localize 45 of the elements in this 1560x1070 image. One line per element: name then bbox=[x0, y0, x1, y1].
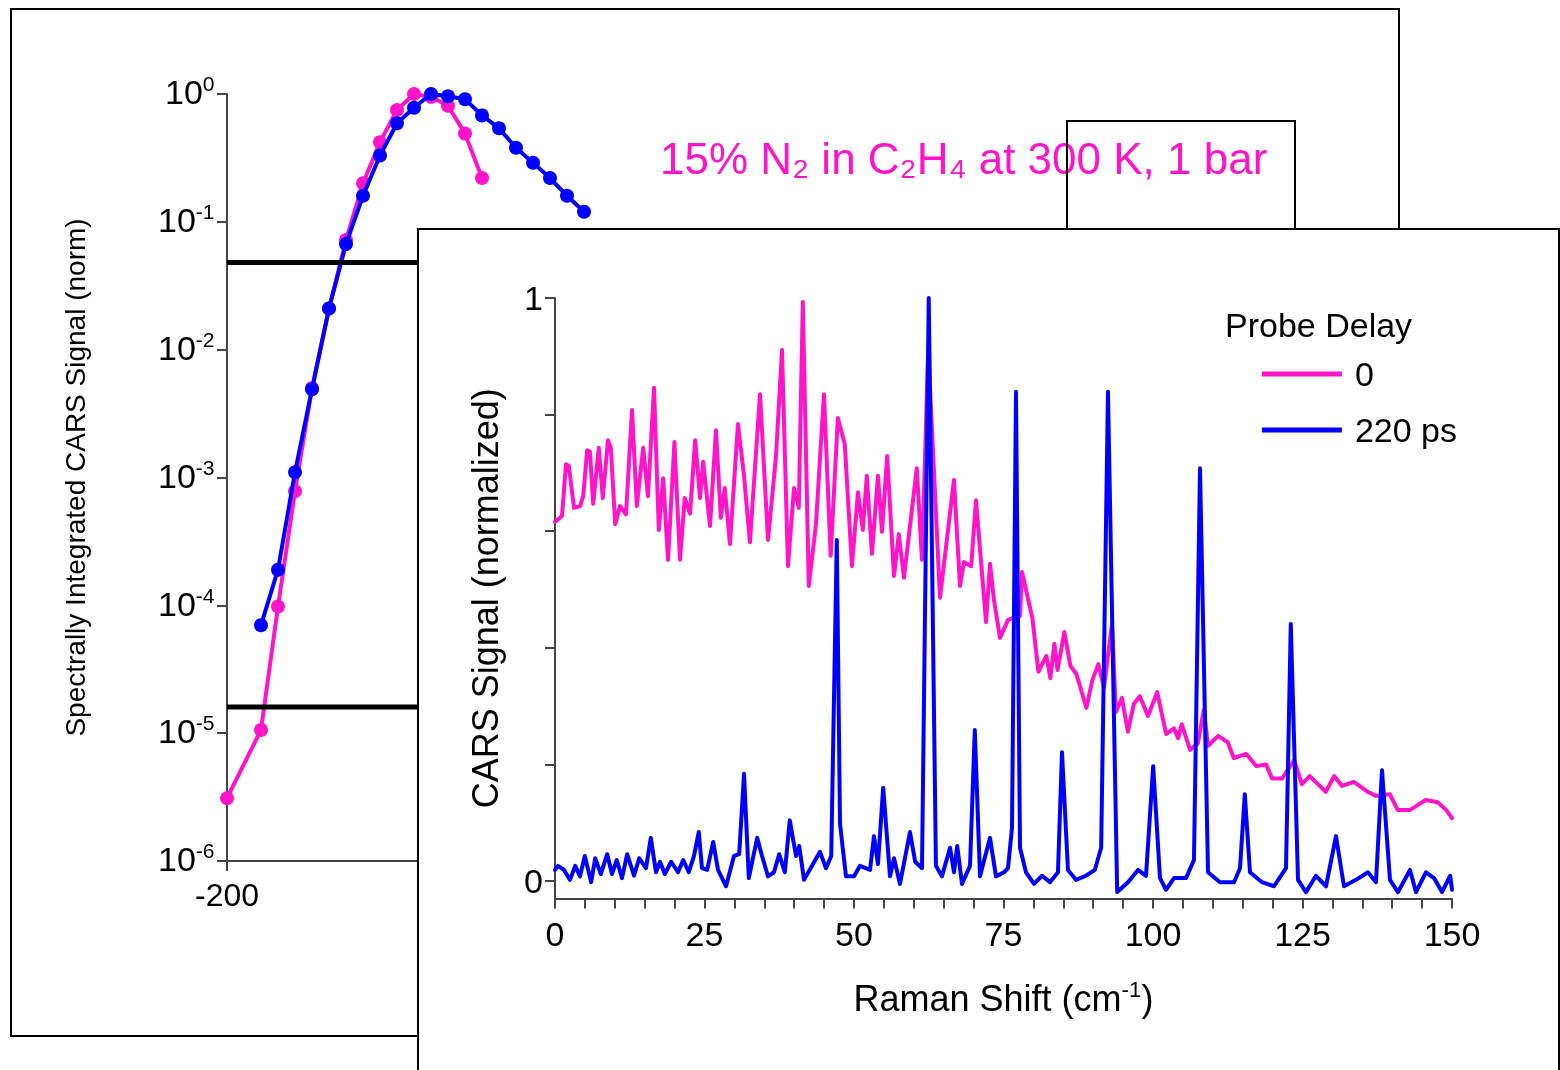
y-tick-label: 10$^{-1}$ bbox=[158, 200, 215, 240]
point bbox=[390, 102, 404, 117]
point bbox=[492, 121, 506, 136]
point bbox=[458, 92, 472, 107]
point bbox=[526, 155, 540, 170]
y-axis-title: Spectrally Integrated CARS Signal (norm) bbox=[59, 218, 91, 737]
point bbox=[475, 108, 489, 123]
point bbox=[560, 188, 574, 203]
x-tick-label: 125 bbox=[1274, 914, 1331, 953]
point bbox=[390, 116, 404, 131]
point bbox=[220, 791, 234, 806]
point bbox=[577, 204, 591, 219]
point bbox=[441, 89, 455, 104]
x-tick-label: -200 bbox=[194, 877, 260, 913]
point bbox=[458, 126, 472, 141]
x-tick-label: 25 bbox=[685, 914, 724, 953]
y-tick-label: 1 bbox=[524, 279, 543, 317]
y-tick-label: 10$^{-5}$ bbox=[158, 711, 215, 751]
x-axis-title: Raman Shift (cm$^{-1}$) bbox=[853, 976, 1154, 1019]
point bbox=[373, 148, 387, 163]
x-tick-label: 100 bbox=[1124, 914, 1182, 953]
x-tick-label: 75 bbox=[984, 914, 1023, 953]
point bbox=[254, 722, 268, 737]
y-tick-label: 10$^{-6}$ bbox=[158, 839, 215, 879]
point bbox=[407, 100, 421, 115]
x-tick-label: 50 bbox=[835, 914, 873, 953]
legend-title: Probe Delay bbox=[1225, 306, 1413, 344]
point bbox=[271, 599, 285, 614]
point bbox=[254, 618, 268, 633]
y-tick-label: 10$^{-4}$ bbox=[158, 583, 215, 623]
y-tick-label: 10$^{0}$ bbox=[165, 72, 215, 112]
point bbox=[509, 140, 523, 155]
point bbox=[475, 171, 489, 186]
point bbox=[271, 562, 285, 577]
legend-label: 220 ps bbox=[1354, 411, 1458, 449]
point bbox=[339, 237, 353, 252]
point bbox=[356, 188, 370, 203]
point bbox=[407, 87, 421, 101]
point bbox=[288, 465, 302, 480]
y-tick-label: 10$^{-2}$ bbox=[158, 327, 215, 367]
legend-label: 0 bbox=[1354, 355, 1374, 393]
y-tick-label: 10$^{-3}$ bbox=[158, 455, 215, 495]
y-axis-title: CARS Signal (normalized) bbox=[464, 388, 506, 809]
point bbox=[543, 171, 557, 186]
x-tick-label: 150 bbox=[1423, 914, 1481, 953]
